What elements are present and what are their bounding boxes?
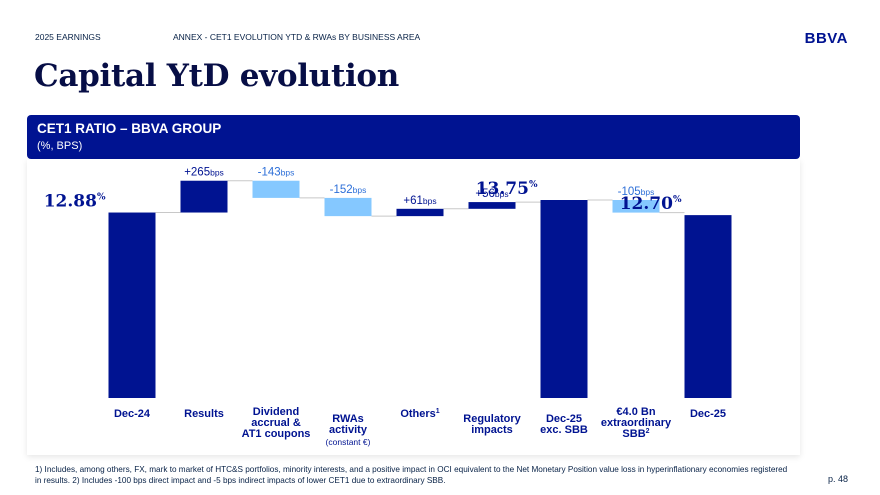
category-label-2: Dividend — [253, 406, 299, 418]
report-label: 2025 EARNINGS — [35, 32, 101, 42]
chart-subheading: (%, BPS) — [37, 140, 83, 152]
bbva-logo: BBVA — [804, 30, 848, 47]
total-label-0: 12.88% — [44, 192, 106, 212]
total-label-6: 13.75% — [476, 179, 538, 199]
category-label-5: impacts — [471, 424, 513, 436]
delta-label-2: -143bps — [258, 167, 295, 179]
chart-heading: CET1 RATIO – BBVA GROUP — [37, 121, 222, 136]
top-bar: 2025 EARNINGS ANNEX - CET1 EVOLUTION YTD… — [35, 30, 848, 47]
bar-4 — [396, 208, 444, 217]
category-label-3: activity — [329, 424, 368, 436]
bar-2 — [252, 180, 300, 198]
category-label-0: Dec-24 — [114, 408, 151, 420]
delta-label-5: +56bps — [475, 188, 508, 200]
delta-label-1: +265bps — [184, 167, 224, 179]
category-label-7: extraordinary — [601, 417, 672, 429]
category-label-6: exc. SBB — [540, 424, 588, 436]
category-label-3: RWAs — [332, 413, 364, 425]
bar-1 — [180, 180, 228, 213]
bar-7 — [612, 200, 660, 213]
delta-label-7: -105bps — [618, 186, 655, 198]
bar-6 — [540, 200, 588, 398]
category-label-6: Dec-25 — [546, 413, 582, 425]
category-label-7: SBB2 — [622, 428, 649, 440]
chart-header-band: CET1 RATIO – BBVA GROUP (%, BPS) — [27, 115, 800, 159]
category-label-2: accrual & — [251, 417, 301, 429]
chart-card — [27, 159, 800, 455]
category-label-4: Others1 — [400, 408, 439, 420]
delta-label-3: -152bps — [330, 184, 367, 196]
bar-8 — [684, 215, 732, 398]
category-label-8: Dec-25 — [690, 408, 726, 420]
category-label-1: Results — [184, 408, 224, 420]
category-label-2: AT1 coupons — [242, 428, 311, 440]
bar-3 — [324, 197, 372, 217]
bar-0 — [108, 212, 156, 398]
footnote: 1) Includes, among others, FX, mark to m… — [35, 465, 788, 485]
bar-5 — [468, 202, 516, 209]
delta-label-4: +61bps — [403, 195, 436, 207]
category-label-7: €4.0 Bn — [616, 406, 655, 418]
page-number: p. 48 — [827, 474, 848, 484]
page-title: Capital YtD evolution — [34, 58, 400, 94]
category-sublabel-3: (constant €) — [326, 437, 371, 447]
total-label-8: 12.70% — [620, 194, 682, 214]
waterfall-chart: 12.88% Dec-24 +265bps Results -143bps Dividen… — [44, 167, 732, 447]
section-label: ANNEX - CET1 EVOLUTION YTD & RWAs BY BUS… — [173, 32, 421, 42]
category-label-5: Regulatory — [463, 413, 521, 425]
